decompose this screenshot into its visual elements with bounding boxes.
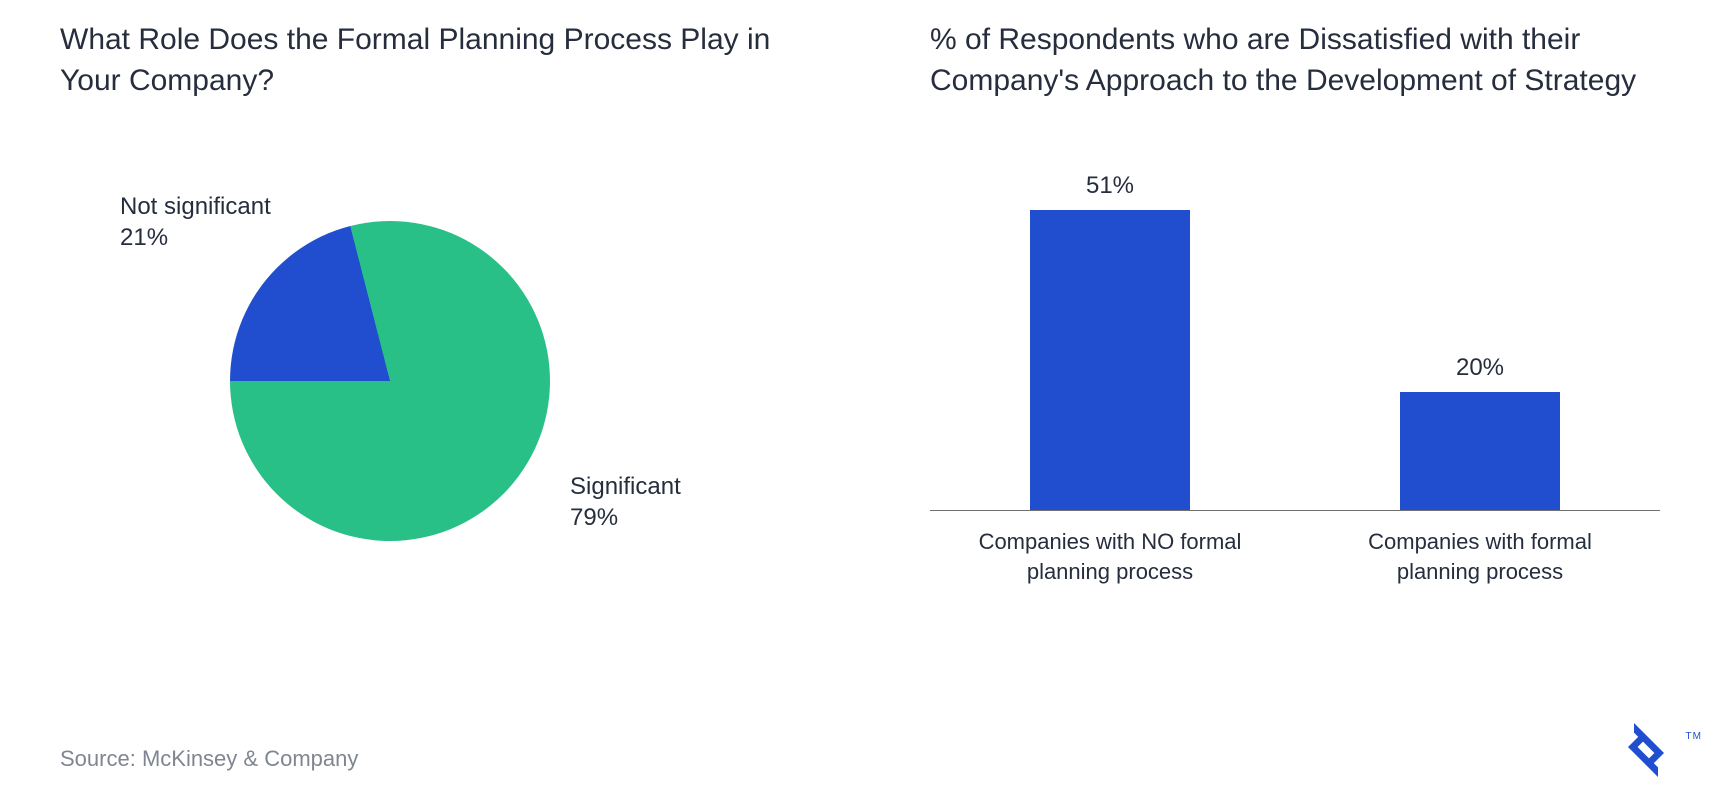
bar-value-label: 20% <box>1456 354 1504 382</box>
source-name: McKinsey & Company <box>142 746 358 771</box>
bar-category-labels: Companies with NO formal planning proces… <box>930 527 1660 586</box>
bar-value-label: 51% <box>1086 172 1134 200</box>
pie-slice-value: 79% <box>570 502 681 533</box>
bar-category-label: Companies with formal planning process <box>1340 527 1620 586</box>
pie-label-not-significant: Not significant 21% <box>120 191 271 253</box>
bar-chart-title: % of Respondents who are Dissatisfied wi… <box>930 20 1660 101</box>
bar-rect <box>1030 210 1190 510</box>
source-label: Source: <box>60 746 142 771</box>
bar-column: 51% <box>1030 172 1190 510</box>
charts-container: What Role Does the Formal Planning Proce… <box>0 0 1720 611</box>
pie-chart-panel: What Role Does the Formal Planning Proce… <box>60 20 790 611</box>
bar-category-label: Companies with NO formal planning proces… <box>970 527 1250 586</box>
bar-rect <box>1400 392 1560 510</box>
bar-chart-panel: % of Respondents who are Dissatisfied wi… <box>930 20 1660 611</box>
pie-chart-area: Not significant 21% Significant 79% <box>60 131 790 611</box>
source-attribution: Source: McKinsey & Company <box>60 746 358 772</box>
pie-slice-value: 21% <box>120 222 271 253</box>
pie-slice-label: Not significant <box>120 191 271 222</box>
pie-chart <box>230 221 550 541</box>
trademark-symbol: TM <box>1686 731 1702 742</box>
pie-slice-label: Significant <box>570 471 681 502</box>
pie-label-significant: Significant 79% <box>570 471 681 533</box>
bar-column: 20% <box>1400 354 1560 510</box>
bar-chart-area: 51% 20% Companies with NO formal plannin… <box>930 131 1660 611</box>
pie-chart-title: What Role Does the Formal Planning Proce… <box>60 20 790 101</box>
toptal-logo-icon <box>1616 720 1676 780</box>
bar-chart-plot: 51% 20% <box>930 171 1660 511</box>
